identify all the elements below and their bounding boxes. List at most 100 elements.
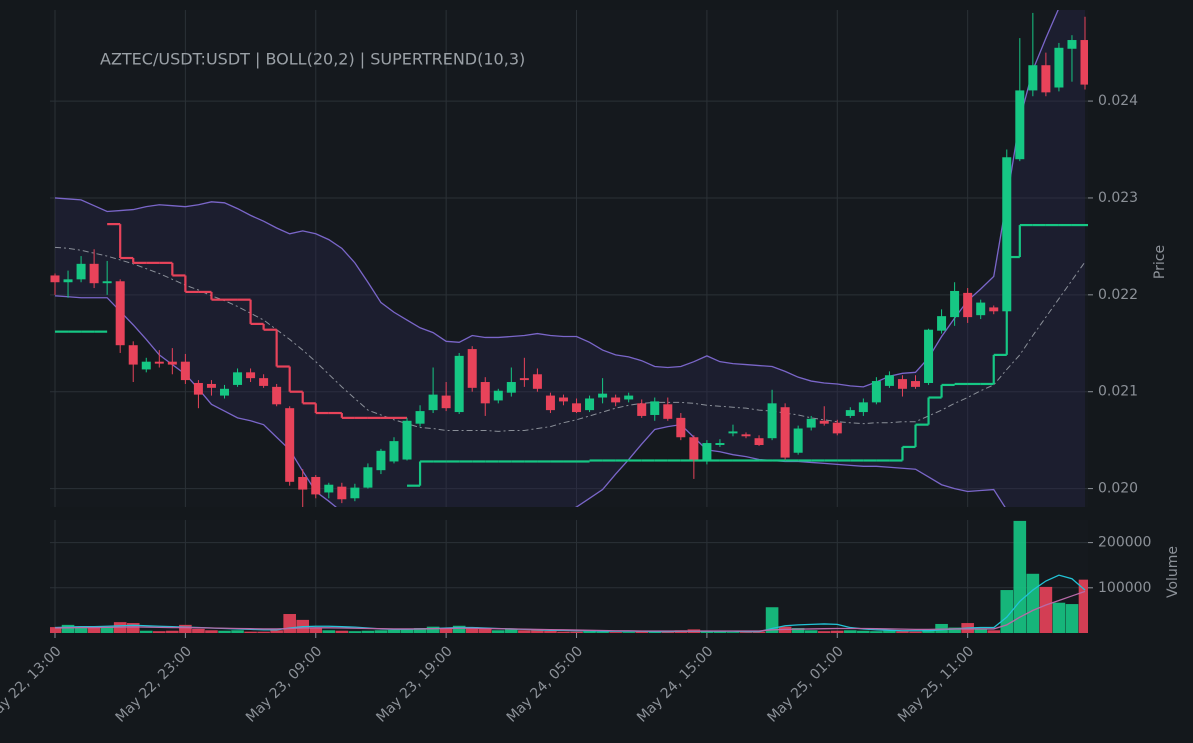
candle-body — [89, 263, 99, 284]
candle-body — [246, 372, 256, 379]
candle-body — [572, 403, 582, 413]
candle-body — [650, 401, 660, 415]
candle-body — [858, 402, 868, 413]
candle-body — [376, 450, 386, 471]
candle-body — [819, 420, 829, 424]
volume-bar — [348, 631, 362, 633]
candle-body — [337, 486, 347, 500]
volume-bar — [1026, 573, 1040, 633]
volume-bar — [622, 632, 635, 633]
candle-body — [298, 476, 308, 490]
candle-body — [50, 275, 60, 283]
volume-bar — [505, 628, 518, 633]
candle-body — [728, 431, 738, 434]
candle-body — [806, 418, 816, 428]
candle-body — [532, 374, 542, 389]
volume-bar — [609, 632, 622, 633]
volume-bar — [400, 628, 414, 633]
volume-bar — [413, 628, 427, 633]
volume-bar — [544, 630, 557, 633]
volume-bar — [270, 630, 283, 633]
candle-body — [76, 263, 86, 280]
volume-bar — [153, 631, 166, 633]
volume-bar — [583, 631, 596, 633]
y-tick-label: 0.020 — [1098, 481, 1138, 497]
volume-bar — [518, 630, 531, 633]
volume-bar — [987, 630, 1001, 633]
candle-body — [676, 417, 686, 438]
candle-body — [545, 395, 555, 411]
volume-bar — [50, 627, 62, 633]
candle-body — [624, 395, 634, 400]
y-tick-label: 200000 — [1098, 535, 1151, 551]
volume-bar — [1052, 602, 1066, 633]
volume-bar — [700, 630, 714, 633]
volume-bar — [570, 631, 583, 633]
volume-bar — [309, 627, 323, 633]
candle-body — [832, 422, 842, 434]
volume-bar — [61, 624, 75, 633]
volume-bar — [374, 630, 388, 633]
candle-body — [259, 378, 269, 386]
volume-bar — [804, 630, 818, 633]
volume-bar — [1065, 604, 1079, 633]
candle-body — [285, 408, 295, 482]
candle-body — [1054, 47, 1064, 88]
candle-body — [963, 292, 973, 318]
candle-body — [193, 382, 203, 395]
candle-body — [363, 467, 373, 488]
volume-bar — [648, 631, 662, 633]
candle-body — [402, 420, 412, 460]
candle-body — [480, 382, 490, 404]
line — [54, 10, 1059, 388]
price-panel — [50, 10, 1088, 507]
x-tick-label: May 23, 19:00 — [373, 643, 455, 725]
x-tick-label: May 22, 23:00 — [113, 643, 195, 725]
volume-bar — [283, 614, 296, 633]
candle-body — [924, 329, 934, 383]
volume-bar — [830, 630, 844, 633]
volume-bar — [726, 632, 740, 633]
volume-bar — [1078, 579, 1088, 633]
candle-body — [519, 378, 529, 381]
volume-bar — [192, 628, 205, 633]
x-tick-label: May 25, 01:00 — [765, 643, 847, 725]
candle-body — [167, 361, 177, 365]
volume-bar — [883, 630, 896, 633]
volume-bar — [426, 626, 440, 633]
volume-plot — [50, 520, 1088, 633]
x-tick-label: May 24, 15:00 — [634, 643, 716, 725]
candle-body — [897, 379, 907, 389]
candle-body — [1002, 157, 1012, 312]
y-tick-label: 0.022 — [1098, 287, 1138, 303]
candle-body — [598, 393, 608, 398]
candle-body — [350, 487, 360, 499]
volume-bar — [218, 630, 231, 633]
volume-bar — [87, 627, 101, 633]
candle-body — [1067, 40, 1077, 49]
volume-bar — [166, 630, 179, 633]
candle-body — [741, 434, 751, 437]
candle-body — [154, 361, 164, 364]
candle-body — [793, 428, 803, 453]
y-axis-label: Price — [1152, 245, 1168, 279]
price-plot — [50, 10, 1088, 507]
x-tick-label: May 25, 11:00 — [895, 643, 977, 725]
candle-body — [1028, 65, 1038, 91]
candle-body — [454, 355, 464, 413]
volume-bar — [361, 630, 375, 633]
volume-bar — [478, 628, 492, 633]
candle-body — [115, 281, 125, 346]
candle-body — [585, 398, 595, 411]
candle-body — [1041, 65, 1051, 93]
volume-panel — [50, 520, 1088, 633]
volume-bar — [452, 625, 466, 633]
volume-bar — [322, 630, 336, 633]
y-tick-label: 100000 — [1098, 580, 1151, 596]
volume-bar — [244, 631, 257, 633]
volume-bar — [205, 630, 218, 633]
volume-bar — [948, 627, 961, 633]
candle-body — [976, 302, 986, 316]
volume-bar — [1013, 520, 1027, 633]
